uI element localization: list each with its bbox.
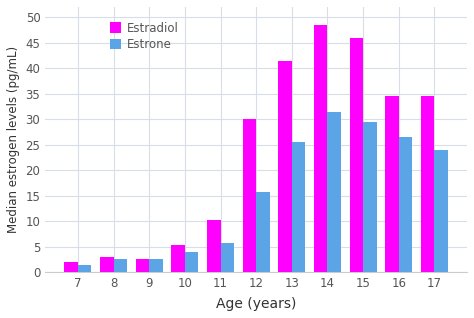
Bar — [385, 96, 399, 272]
Bar — [149, 259, 163, 272]
Bar — [328, 112, 341, 272]
Bar — [100, 257, 114, 272]
Bar — [349, 38, 363, 272]
Bar — [292, 142, 305, 272]
Bar — [185, 252, 199, 272]
Bar — [136, 259, 149, 272]
Bar — [278, 60, 292, 272]
Bar — [314, 25, 328, 272]
Bar — [421, 96, 434, 272]
Legend: Estradiol, Estrone: Estradiol, Estrone — [106, 18, 182, 55]
Y-axis label: Median estrogen levels (pg/mL): Median estrogen levels (pg/mL) — [7, 46, 20, 233]
Bar — [256, 192, 270, 272]
Bar — [64, 262, 78, 272]
Bar — [434, 150, 448, 272]
X-axis label: Age (years): Age (years) — [216, 297, 296, 311]
Bar — [399, 137, 412, 272]
Bar — [78, 265, 91, 272]
Bar — [243, 119, 256, 272]
Bar — [363, 122, 377, 272]
Bar — [114, 259, 127, 272]
Bar — [207, 220, 220, 272]
Bar — [220, 243, 234, 272]
Bar — [171, 245, 185, 272]
